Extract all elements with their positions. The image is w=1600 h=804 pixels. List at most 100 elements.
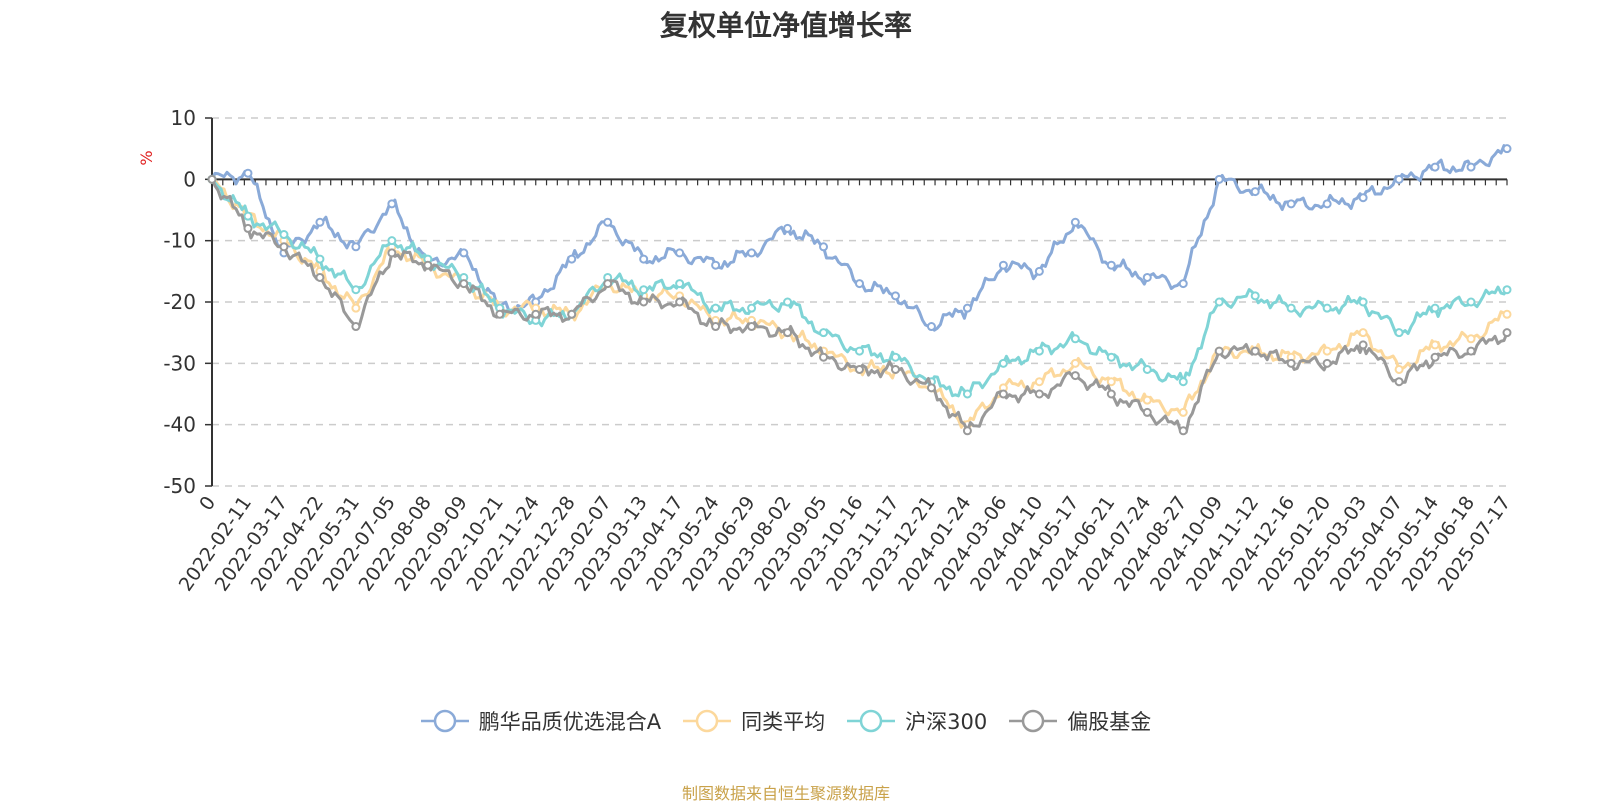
data-point: [1394, 174, 1404, 184]
data-point: [387, 248, 397, 258]
data-point: [1358, 193, 1368, 203]
data-point: [1430, 340, 1440, 350]
data-point: [315, 217, 325, 227]
data-point: [1322, 303, 1332, 313]
data-point: [962, 426, 972, 436]
data-point: [1070, 217, 1080, 227]
x-tick-labels: 02022-02-112022-03-172022-04-222022-05-3…: [175, 492, 1515, 595]
data-point: [1394, 377, 1404, 387]
data-point: [351, 242, 361, 252]
data-point: [1502, 309, 1512, 319]
data-point: [1214, 297, 1224, 307]
data-point: [819, 328, 829, 338]
data-point: [747, 303, 757, 313]
legend-swatch: [847, 709, 896, 733]
legend: 鹏华品质优选混合A 同类平均 沪深300 偏股基金: [0, 706, 1572, 736]
series-lines: [207, 144, 1512, 436]
data-point: [1250, 346, 1260, 356]
data-point: [747, 248, 757, 258]
legend-item[interactable]: 鹏华品质优选混合A: [420, 706, 662, 736]
data-point: [1286, 199, 1296, 209]
data-point: [783, 297, 793, 307]
legend-item[interactable]: 沪深300: [847, 706, 987, 736]
data-point: [1106, 352, 1116, 362]
y-tick-label: -10: [163, 229, 196, 253]
data-point: [1394, 364, 1404, 374]
data-point: [387, 199, 397, 209]
legend-label: 沪深300: [905, 710, 988, 734]
data-point: [1142, 364, 1152, 374]
data-point: [639, 254, 649, 264]
series-line: [211, 177, 1508, 429]
grid-lines: [212, 117, 1507, 487]
y-tick-label: -40: [163, 413, 196, 437]
y-tick-label: -30: [163, 351, 196, 375]
data-point: [1466, 297, 1476, 307]
data-point: [1070, 371, 1080, 381]
legend-swatch: [683, 709, 732, 733]
data-point: [819, 352, 829, 362]
data-point: [855, 346, 864, 356]
data-point: [1178, 426, 1188, 436]
data-point: [1394, 328, 1404, 338]
data-point: [315, 272, 325, 282]
data-point: [855, 364, 864, 374]
y-tick-label: -20: [163, 290, 196, 314]
series-line: [210, 178, 1509, 434]
data-point: [711, 322, 721, 332]
data-point: [1502, 144, 1512, 154]
data-point: [711, 260, 721, 270]
data-point: [1466, 346, 1476, 356]
legend-label: 偏股基金: [1067, 710, 1152, 734]
data-point: [1358, 328, 1368, 338]
data-point: [926, 383, 936, 393]
data-point: [747, 322, 757, 332]
data-point: [243, 223, 253, 233]
data-point: [243, 211, 253, 221]
data-point: [998, 358, 1008, 368]
y-tick-labels: 10 0 -10 -20 -30 -40 -50: [163, 106, 196, 498]
data-point: [1466, 334, 1476, 344]
data-point: [1034, 266, 1044, 276]
data-point: [1358, 297, 1368, 307]
data-point: [819, 242, 829, 252]
data-point: [890, 364, 900, 374]
line-chart: 10 0 -10 -20 -30 -40 -50 02022-02-112022-03-17…: [137, 106, 1515, 595]
data-point: [1142, 272, 1152, 282]
data-point: [603, 217, 613, 227]
data-point: [1142, 395, 1152, 405]
legend-item[interactable]: 偏股基金: [1009, 706, 1151, 736]
data-point: [1430, 352, 1440, 362]
data-point: [783, 223, 793, 233]
data-point: [962, 389, 972, 399]
legend-item[interactable]: 同类平均: [683, 706, 825, 736]
data-point: [890, 291, 900, 301]
data-point: [783, 328, 793, 338]
data-point: [315, 254, 325, 264]
data-point: [1106, 260, 1116, 270]
data-point: [1106, 377, 1116, 387]
data-point: [998, 260, 1008, 270]
data-point: [1106, 389, 1116, 399]
data-point: [1250, 187, 1260, 197]
y-tick-label: 10: [171, 106, 196, 130]
data-point: [962, 303, 972, 313]
data-point: [459, 248, 469, 258]
data-point: [1430, 162, 1440, 172]
data-point: [1322, 199, 1332, 209]
data-point: [387, 236, 397, 246]
legend-swatch: [1009, 709, 1058, 733]
chart-title: 复权单位净值增长率: [659, 9, 912, 42]
data-point: [639, 297, 649, 307]
data-point: [1430, 303, 1440, 313]
axes: [205, 117, 1508, 487]
legend-swatch: [420, 709, 469, 733]
legend-label: 鹏华品质优选混合A: [478, 710, 662, 734]
data-point: [855, 279, 864, 289]
data-point: [603, 279, 613, 289]
data-point: [1142, 407, 1152, 417]
legend-label: 同类平均: [741, 710, 826, 734]
data-point: [459, 279, 469, 289]
x-tick-label: 0: [195, 492, 220, 515]
data-point: [1178, 377, 1188, 387]
